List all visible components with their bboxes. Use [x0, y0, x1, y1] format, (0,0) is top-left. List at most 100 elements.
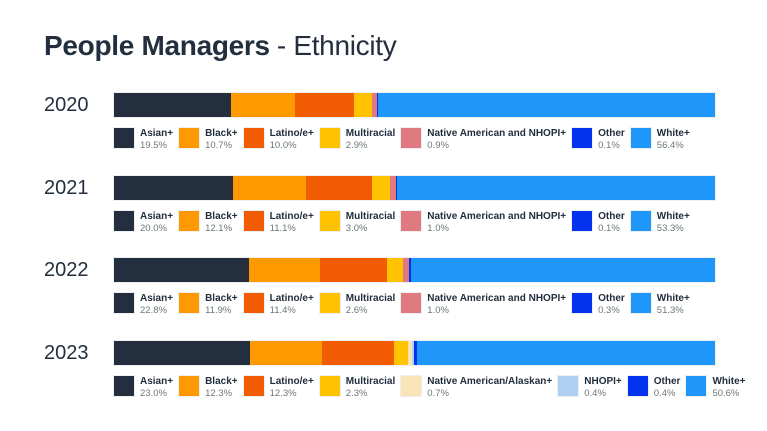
legend-label: Black+ [205, 376, 238, 387]
legend-text: Native American and NHOPI+ 0.9% [427, 128, 570, 151]
stacked-bar-2023 [113, 340, 716, 366]
stacked-bar-2022 [113, 257, 716, 283]
legend-swatch-asian [113, 292, 135, 314]
legend-item-multiracial: Multiracial 2.3% [318, 375, 399, 399]
legend-label: Native American and NHOPI+ [427, 211, 567, 222]
legend-percent: 1.0% [427, 223, 449, 234]
legend-label: Asian+ [140, 293, 174, 304]
legend-item-multiracial: Multiracial 2.6% [318, 292, 399, 316]
legend-swatch-white [629, 127, 652, 149]
bar-segment-multiracial [354, 93, 372, 117]
bar-segment-asian [114, 176, 234, 200]
legend-percent: 11.9% [205, 305, 232, 316]
legend-label: Latino/e+ [269, 293, 314, 304]
legend-swatch-black [178, 292, 201, 314]
legend-item-white: White+ 53.3% [629, 210, 694, 234]
legend-2022: Asian+ 22.8% Black+ 11.9% Latino/e+ 11.4% Mult… [113, 292, 715, 316]
legend-text: Black+ 11.9% [205, 293, 242, 316]
legend-percent: 1.0% [427, 305, 449, 316]
bar-segment-black [233, 176, 306, 200]
legend-percent: 12.3% [269, 388, 297, 399]
legend-item-asian: Asian+ 20.0% [113, 210, 177, 234]
row-content: Asian+ 20.0% Black+ 12.1% Latino/e+ 11.1% Mult… [113, 175, 716, 234]
bar-segment-latino-e [305, 176, 373, 200]
bar-segment-black [230, 93, 295, 117]
legend-label: Multiracial [345, 128, 396, 139]
legend-item-black: Black+ 12.1% [178, 210, 242, 234]
legend-item-other: Other 0.1% [571, 210, 629, 234]
legend-label: Latino/e+ [269, 376, 314, 387]
legend-label: Asian+ [140, 128, 174, 139]
legend-percent: 53.3% [656, 223, 684, 234]
legend-percent: 2.6% [345, 305, 368, 316]
legend-text: Asian+ 22.8% [140, 293, 177, 316]
legend-percent: 56.4% [656, 140, 684, 151]
legend-label: Other [598, 128, 625, 139]
legend-text: Other 0.3% [598, 293, 629, 316]
bar-segment-asian [114, 93, 231, 117]
legend-swatch-black [178, 375, 201, 397]
stacked-bar-2021 [113, 175, 716, 201]
legend-item-latino-e: Latino/e+ 12.3% [242, 375, 318, 399]
legend-item-white: White+ 51.3% [629, 292, 694, 316]
legend-percent: 51.3% [656, 305, 684, 316]
legend-text: Native American and NHOPI+ 1.0% [427, 211, 570, 234]
legend-swatch-black [178, 210, 201, 232]
row-content: Asian+ 19.5% Black+ 10.7% Latino/e+ 10.0% Mult… [113, 92, 716, 151]
legend-percent: 3.0% [345, 223, 368, 234]
legend-label: Other [598, 211, 625, 222]
page-title: People Managers - Ethnicity [44, 30, 397, 62]
bar-segment-native-american-and-nhopi [371, 93, 378, 117]
legend-item-latino-e: Latino/e+ 11.1% [242, 210, 318, 234]
legend-label: Native American and NHOPI+ [427, 293, 567, 304]
legend-label: Black+ [205, 211, 238, 222]
legend-text: Native American and NHOPI+ 1.0% [427, 293, 570, 316]
legend-item-black: Black+ 10.7% [178, 127, 242, 151]
legend-text: Asian+ 19.5% [140, 128, 177, 151]
legend-text: Multiracial 2.9% [346, 128, 399, 151]
year-label-2021: 2021 [44, 177, 89, 199]
legend-swatch-latino-e [242, 127, 265, 149]
legend-item-multiracial: Multiracial 3.0% [318, 210, 399, 234]
legend-percent: 12.1% [205, 223, 233, 234]
legend-swatch-other [571, 210, 594, 232]
legend-item-native-american-and-nhopi: Native American and NHOPI+ 0.9% [400, 127, 570, 151]
bar-segment-white [377, 93, 715, 117]
legend-item-other: Other 0.1% [571, 127, 629, 151]
year-label-2020: 2020 [44, 94, 89, 116]
legend-swatch-multiracial [318, 375, 341, 397]
legend-item-native-american-and-nhopi: Native American and NHOPI+ 1.0% [400, 292, 570, 316]
bar-segment-asian [114, 258, 250, 282]
legend-swatch-white [685, 375, 708, 397]
legend-swatch-asian [113, 375, 135, 397]
legend-item-latino-e: Latino/e+ 11.4% [242, 292, 318, 316]
legend-swatch-multiracial [318, 127, 341, 149]
legend-label: Latino/e+ [269, 211, 314, 222]
bar-segment-latino-e [319, 258, 388, 282]
legend-swatch-asian [113, 127, 135, 149]
legend-text: Other 0.1% [598, 211, 629, 234]
legend-swatch-multiracial [318, 210, 341, 232]
legend-swatch-nhopi [557, 375, 580, 397]
legend-percent: 12.3% [205, 388, 233, 399]
legend-swatch-native-american-alaskan [400, 375, 423, 397]
legend-item-latino-e: Latino/e+ 10.0% [242, 127, 318, 151]
bar-segment-other [414, 341, 417, 365]
legend-swatch-black [178, 127, 201, 149]
year-label-2022: 2022 [44, 259, 89, 281]
stacked-bar-2020 [113, 92, 716, 118]
legend-text: Asian+ 20.0% [140, 211, 177, 234]
legend-2023: Asian+ 23.0% Black+ 12.3% Latino/e+ 12.3% Mult… [113, 375, 746, 399]
legend-swatch-asian [113, 210, 135, 232]
legend-label: White+ [712, 376, 746, 387]
legend-percent: 0.3% [598, 305, 620, 316]
row-content: Asian+ 23.0% Black+ 12.3% Latino/e+ 12.3% Mult… [113, 340, 746, 399]
legend-percent: 0.1% [598, 223, 620, 234]
legend-text: White+ 51.3% [657, 293, 694, 316]
legend-text: White+ 53.3% [657, 211, 694, 234]
legend-label: Black+ [205, 293, 238, 304]
legend-item-native-american-and-nhopi: Native American and NHOPI+ 1.0% [400, 210, 570, 234]
legend-label: Asian+ [140, 211, 174, 222]
legend-percent: 22.8% [140, 305, 167, 316]
